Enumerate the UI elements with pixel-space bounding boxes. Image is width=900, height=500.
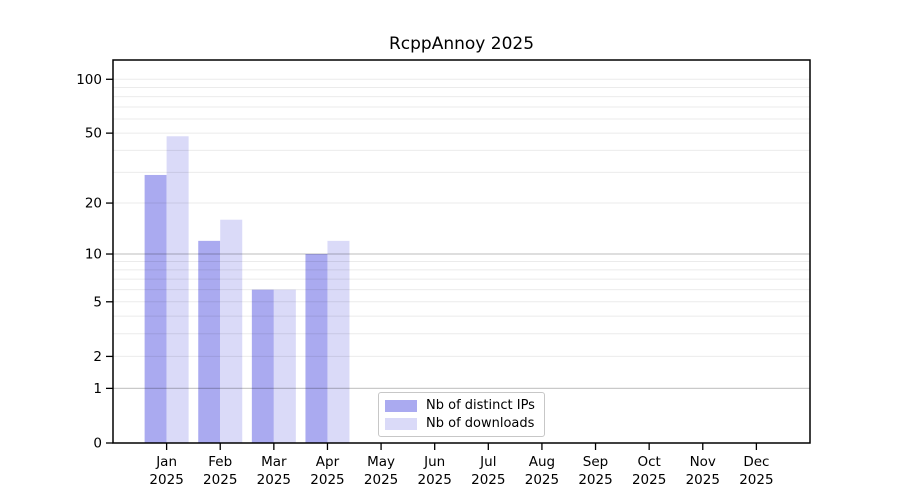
x-tick-label-year-feb: 2025 [203, 472, 237, 488]
x-tick-label-month-aug: Aug [529, 454, 555, 470]
legend-label-downloads: Nb of downloads [426, 415, 535, 431]
x-tick-label-year-jan: 2025 [149, 472, 183, 488]
x-tick-label-month-oct: Oct [637, 454, 660, 470]
x-tick-label-month-feb: Feb [208, 454, 232, 470]
y-tick-label-10: 10 [85, 247, 102, 263]
x-tick-label-month-dec: Dec [743, 454, 769, 470]
x-tick-label-month-nov: Nov [690, 454, 716, 470]
legend-swatch-distinct-ips [385, 399, 417, 412]
x-tick-label-month-sep: Sep [583, 454, 608, 470]
x-tick-label-year-sep: 2025 [578, 472, 612, 488]
bar-downloads-mar [273, 289, 296, 443]
y-tick-label-20: 20 [85, 196, 102, 212]
x-tick-label-month-jul: Jul [479, 454, 496, 470]
x-tick-label-year-jul: 2025 [471, 472, 505, 488]
x-tick-label-year-oct: 2025 [632, 472, 666, 488]
x-tick-label-year-nov: 2025 [686, 472, 720, 488]
bar-distinct-ips-jan [144, 174, 167, 443]
legend-item-distinct-ips: Nb of distinct IPs [385, 398, 538, 414]
x-tick-label-month-may: May [367, 454, 395, 470]
y-tick-label-2: 2 [93, 349, 102, 365]
bar-distinct-ips-feb [198, 240, 221, 443]
x-tick-label-month-apr: Apr [316, 454, 340, 470]
legend-swatch-downloads [385, 417, 417, 430]
x-tick-label-month-jan: Jan [155, 454, 177, 470]
bar-downloads-feb [220, 219, 243, 443]
x-tick-label-year-dec: 2025 [739, 472, 773, 488]
x-tick-label-year-aug: 2025 [525, 472, 559, 488]
x-tick-label-year-may: 2025 [364, 472, 398, 488]
bar-downloads-apr [327, 240, 350, 443]
x-tick-label-year-apr: 2025 [310, 472, 344, 488]
y-tick-label-5: 5 [93, 294, 102, 310]
x-tick-label-year-jun: 2025 [418, 472, 452, 488]
chart-title: RcppAnnoy 2025 [388, 34, 535, 54]
legend-item-downloads: Nb of downloads [385, 416, 538, 432]
bar-downloads-jan [166, 136, 189, 443]
y-tick-label-50: 50 [85, 126, 102, 142]
axes-frame [112, 59, 811, 444]
y-tick-label-1: 1 [93, 381, 102, 397]
bar-distinct-ips-mar [251, 289, 274, 443]
x-tick-label-month-jun: Jun [423, 454, 445, 470]
x-tick-label-month-mar: Mar [261, 454, 287, 470]
legend-label-distinct-ips: Nb of distinct IPs [426, 397, 535, 413]
x-tick-label-year-mar: 2025 [257, 472, 291, 488]
y-tick-label-0: 0 [93, 436, 102, 452]
y-tick-label-100: 100 [76, 72, 102, 88]
bar-distinct-ips-apr [305, 254, 328, 443]
legend: Nb of distinct IPs Nb of downloads [378, 392, 545, 437]
